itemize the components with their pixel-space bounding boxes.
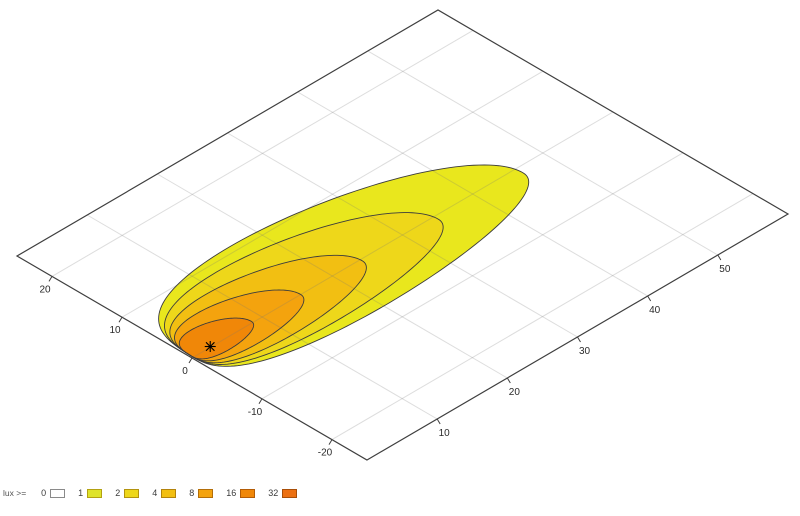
y-tick xyxy=(328,439,333,445)
x-tick-label: 40 xyxy=(649,305,661,316)
grid-line-y xyxy=(331,193,754,441)
legend-swatch xyxy=(198,488,214,498)
contour-line-4 xyxy=(169,254,367,364)
x-tick-label: 20 xyxy=(509,387,521,398)
contour-line-1 xyxy=(158,164,530,367)
x-tick xyxy=(717,254,722,261)
contour-region-16 xyxy=(179,318,254,359)
contour-regions xyxy=(51,29,754,441)
y-tick xyxy=(258,398,263,405)
grid-line-x xyxy=(86,214,438,420)
y-tick-label: 10 xyxy=(109,325,121,336)
x-tick-label: 50 xyxy=(719,264,731,275)
x-tick xyxy=(647,295,652,302)
grid-line-y xyxy=(121,70,544,318)
legend-value-label: 32 xyxy=(268,488,279,498)
legend-item-32: 32 xyxy=(268,488,298,498)
y-tick-label: -20 xyxy=(318,448,333,459)
legend-swatch xyxy=(161,488,177,498)
legend-swatch xyxy=(87,488,103,498)
axis-labels: 20 10 0 -10 -20 10 20 30 40 50 xyxy=(39,254,731,459)
x-tick xyxy=(436,418,441,425)
grid-line-x xyxy=(227,132,578,338)
plot-frame xyxy=(15,9,790,461)
x-tick xyxy=(577,336,581,343)
x-tick-label: 10 xyxy=(439,428,451,439)
legend-value-label: 16 xyxy=(226,488,237,498)
legend-item-1: 1 xyxy=(78,488,103,498)
legend-swatch xyxy=(282,488,298,498)
legend-swatch xyxy=(240,488,256,498)
legend-item-0: 0 xyxy=(41,488,66,498)
legend-value-label: 1 xyxy=(78,488,84,498)
y-tick-label: 20 xyxy=(39,284,51,295)
legend-value-label: 4 xyxy=(152,488,158,498)
legend-item-8: 8 xyxy=(189,488,214,498)
grid-line-y xyxy=(191,111,614,359)
legend-swatch xyxy=(124,488,140,498)
contour-line-8 xyxy=(174,289,305,362)
legend-item-2: 2 xyxy=(115,488,140,498)
grid-line-x xyxy=(367,50,719,256)
luminaire-marker-asterisk xyxy=(204,341,216,353)
legend-value-label: 0 xyxy=(41,488,47,498)
legend-item-16: 16 xyxy=(226,488,256,498)
legend-swatch xyxy=(50,488,66,498)
grid-line-x xyxy=(157,173,508,379)
grid-line-y xyxy=(261,152,684,400)
y-tick xyxy=(188,357,193,364)
y-tick-label: -10 xyxy=(248,407,263,418)
y-tick-label: 0 xyxy=(182,366,188,377)
contour-line-2 xyxy=(164,212,444,365)
grid-line-x xyxy=(297,91,648,297)
grid-lines xyxy=(51,29,754,441)
y-tick xyxy=(48,276,53,282)
x-tick-label: 30 xyxy=(579,346,591,357)
legend: lux >= 0 1 2 4 8 16 32 xyxy=(3,484,298,502)
legend-item-4: 4 xyxy=(152,488,177,498)
grid-line-y xyxy=(51,29,474,277)
legend-value-label: 2 xyxy=(115,488,121,498)
y-tick xyxy=(118,316,123,323)
contour-line-16 xyxy=(178,317,255,360)
x-tick xyxy=(506,377,511,384)
legend-value-label: 8 xyxy=(189,488,195,498)
legend-title: lux >= xyxy=(3,488,27,498)
